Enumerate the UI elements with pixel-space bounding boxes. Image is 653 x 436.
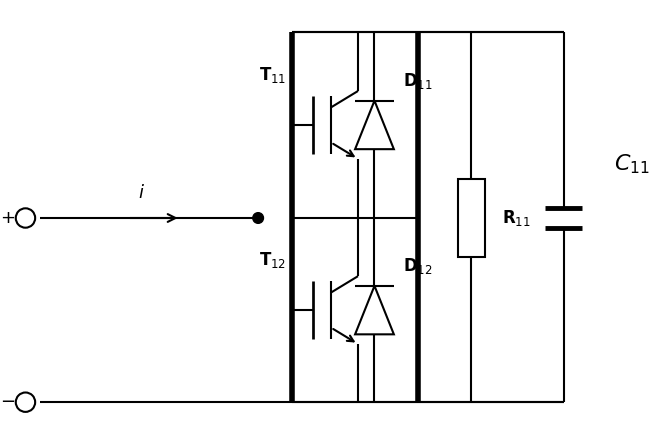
- Text: $i$: $i$: [138, 184, 145, 201]
- Text: +: +: [1, 209, 16, 227]
- Text: −: −: [1, 393, 16, 411]
- Text: D$_{12}$: D$_{12}$: [404, 256, 433, 276]
- Text: D$_{11}$: D$_{11}$: [403, 72, 433, 91]
- Bar: [458, 179, 485, 257]
- Circle shape: [253, 213, 263, 223]
- Text: $C_{11}$: $C_{11}$: [614, 153, 650, 177]
- Text: T$_{12}$: T$_{12}$: [259, 250, 286, 270]
- Text: T$_{11}$: T$_{11}$: [259, 65, 286, 85]
- Polygon shape: [355, 101, 394, 149]
- Polygon shape: [355, 286, 394, 334]
- Text: R$_{11}$: R$_{11}$: [502, 208, 531, 228]
